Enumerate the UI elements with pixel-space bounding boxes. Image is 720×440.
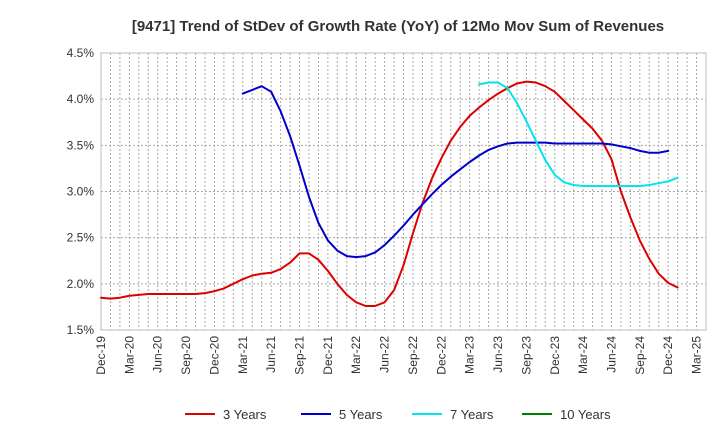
x-tick-label: Dec-24 [661,336,675,375]
series-line-7-years [478,81,679,187]
x-tick-label: Sep-23 [519,336,533,375]
grid [101,53,706,330]
x-tick-label: Mar-21 [236,336,250,374]
legend-label-10-years: 10 Years [560,407,611,422]
legend-label-5-years: 5 Years [339,407,383,422]
y-tick-label: 3.5% [67,138,95,152]
x-tick-label: Sep-24 [633,336,647,375]
x-tick-label: Dec-21 [321,336,335,375]
x-axis-ticks: Dec-19 Mar-20 Jun-20 Sep-20 Dec-20 Mar-21 Jun-… [94,336,704,375]
series-line-5-years [241,85,670,259]
x-tick-label: Sep-20 [179,336,193,375]
y-axis-ticks: 1.5% 2.0% 2.5% 3.0% 3.5% 4.0% 4.5% [67,46,95,337]
y-tick-label: 1.5% [67,323,95,337]
legend-label-7-years: 7 Years [450,407,494,422]
series-line-3-years [100,80,679,307]
y-tick-label: 2.5% [67,231,95,245]
x-tick-label: Mar-25 [690,336,704,374]
y-tick-label: 3.0% [67,185,95,199]
x-tick-label: Jun-22 [378,336,392,373]
x-tick-label: Mar-24 [576,336,590,374]
x-tick-label: Dec-22 [434,336,448,375]
legend: 3 Years 5 Years 7 Years 10 Years [185,407,611,422]
x-tick-label: Mar-23 [463,336,477,374]
series-lines [100,80,679,307]
legend-label-3-years: 3 Years [223,407,267,422]
x-tick-label: Jun-24 [604,336,618,373]
x-tick-label: Sep-22 [406,336,420,375]
x-tick-label: Dec-20 [207,336,221,375]
x-tick-label: Jun-23 [491,336,505,373]
x-tick-label: Jun-21 [264,336,278,373]
x-tick-label: Dec-23 [548,336,562,375]
x-tick-label: Jun-20 [151,336,165,373]
y-tick-label: 4.5% [67,46,95,60]
plot-area-frame [100,52,707,331]
x-tick-label: Mar-20 [122,336,136,374]
y-tick-label: 2.0% [67,277,95,291]
y-tick-label: 4.0% [67,92,95,106]
x-tick-label: Dec-19 [94,336,108,375]
chart-title: [9471] Trend of StDev of Growth Rate (Yo… [132,18,664,35]
x-tick-label: Mar-22 [349,336,363,374]
x-tick-label: Sep-21 [293,336,307,375]
